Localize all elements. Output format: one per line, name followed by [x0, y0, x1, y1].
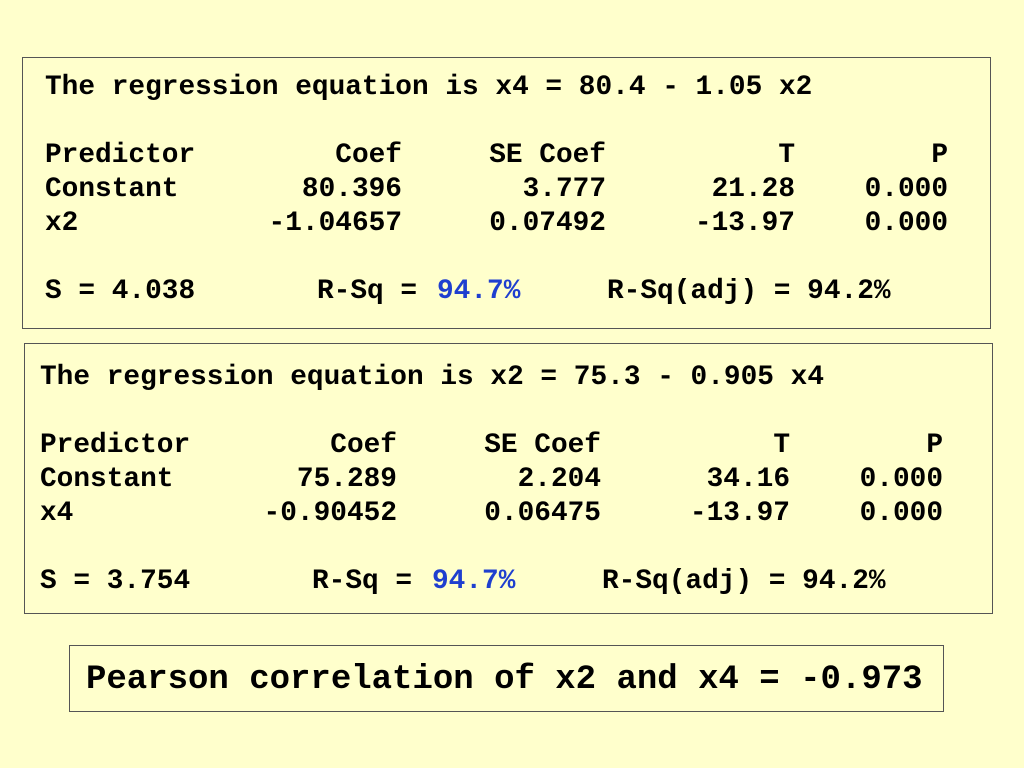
table-cell: -1.04657: [268, 208, 402, 239]
table-cell: Constant: [40, 464, 174, 495]
table-cell: x2: [45, 208, 79, 239]
regression-equation: The regression equation is x2 = 75.3 - 0…: [40, 362, 824, 393]
regression-box: The regression equation is x4 = 80.4 - 1…: [22, 57, 991, 329]
table-cell: 75.289: [296, 464, 397, 495]
table-cell: 80.396: [301, 174, 402, 205]
summary-rsq-value: 94.7%: [437, 276, 521, 307]
summary-rsq-adj: R-Sq(adj) = 94.2%: [602, 566, 886, 597]
table-header-cell: T: [778, 140, 795, 171]
table-cell: -0.90452: [263, 498, 397, 529]
table-cell: 0.000: [864, 208, 948, 239]
summary-rsq-label: R-Sq =: [312, 566, 413, 597]
table-header-cell: Predictor: [40, 430, 191, 461]
summary-s: S = 3.754: [40, 566, 191, 597]
table-cell: 3.777: [522, 174, 606, 205]
table-cell: 21.28: [711, 174, 795, 205]
table-cell: x4: [40, 498, 74, 529]
summary-s: S = 4.038: [45, 276, 196, 307]
table-cell: -13.97: [689, 498, 790, 529]
table-header-cell: Predictor: [45, 140, 196, 171]
table-cell: 0.000: [859, 464, 943, 495]
table-cell: 34.16: [706, 464, 790, 495]
table-header-cell: P: [931, 140, 948, 171]
regression-equation: The regression equation is x4 = 80.4 - 1…: [45, 72, 813, 103]
summary-rsq-value: 94.7%: [432, 566, 516, 597]
table-header-cell: SE Coef: [484, 430, 601, 461]
correlation-text: Pearson correlation of x2 and x4 = -0.97…: [86, 661, 923, 699]
regression-box: The regression equation is x2 = 75.3 - 0…: [24, 343, 993, 614]
table-cell: Constant: [45, 174, 179, 205]
table-header-cell: T: [773, 430, 790, 461]
table-cell: 0.000: [859, 498, 943, 529]
table-cell: 0.06475: [484, 498, 601, 529]
table-header-cell: Coef: [335, 140, 402, 171]
table-cell: -13.97: [694, 208, 795, 239]
table-cell: 0.07492: [489, 208, 606, 239]
summary-rsq-adj: R-Sq(adj) = 94.2%: [607, 276, 891, 307]
summary-rsq-label: R-Sq =: [317, 276, 418, 307]
table-header-cell: SE Coef: [489, 140, 606, 171]
correlation-box: Pearson correlation of x2 and x4 = -0.97…: [69, 645, 944, 712]
table-header-cell: P: [926, 430, 943, 461]
table-header-cell: Coef: [330, 430, 397, 461]
table-cell: 2.204: [517, 464, 601, 495]
table-cell: 0.000: [864, 174, 948, 205]
